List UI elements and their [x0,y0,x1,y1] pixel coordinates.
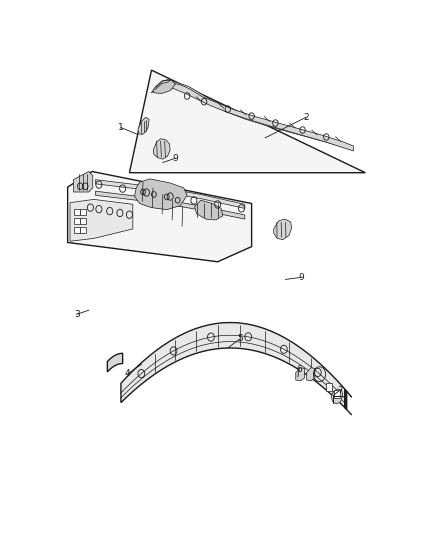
Text: 7: 7 [337,386,343,395]
Polygon shape [130,70,365,173]
Text: 6: 6 [296,365,302,374]
Bar [74,218,80,224]
Bar [74,227,80,232]
Polygon shape [274,219,292,240]
Polygon shape [95,180,245,208]
Polygon shape [134,179,187,209]
Polygon shape [153,139,170,159]
Bar [334,390,340,398]
Polygon shape [70,199,133,241]
Bar [74,209,80,215]
Text: 3: 3 [74,310,80,319]
Text: 4: 4 [125,369,131,378]
Polygon shape [95,191,245,219]
Polygon shape [296,368,304,381]
Text: 2: 2 [303,113,309,122]
Text: 5: 5 [237,334,243,343]
Bar [80,218,86,224]
Polygon shape [194,200,223,220]
Bar [80,209,86,215]
Polygon shape [153,80,175,93]
Polygon shape [67,172,251,262]
Polygon shape [152,83,353,151]
Polygon shape [74,172,93,192]
Polygon shape [332,389,343,404]
Polygon shape [138,117,149,134]
Polygon shape [107,353,123,372]
Polygon shape [307,368,315,381]
Bar [80,227,86,232]
Text: 9: 9 [298,273,304,282]
Polygon shape [121,322,346,409]
Bar [326,383,332,391]
Text: 1: 1 [118,123,124,132]
Polygon shape [156,80,352,149]
Polygon shape [345,389,352,415]
Text: 9: 9 [173,154,178,163]
